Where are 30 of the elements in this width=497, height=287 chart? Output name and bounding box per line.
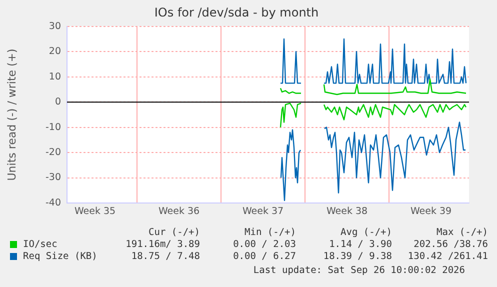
y-tick-label: 10: [48, 71, 61, 82]
text: Min (-/+): [244, 227, 296, 238]
text: 130.42 /261.41: [406, 251, 488, 262]
text: 202.56 /38.76: [412, 239, 488, 250]
text: 0.00 / 2.03: [232, 239, 296, 250]
y-tick-label: 30: [48, 20, 61, 32]
text: 0.00 / 6.27: [232, 251, 296, 262]
chart-title: IOs for /dev/sda - by month: [154, 5, 319, 20]
x-tick-label: Week 39: [410, 206, 452, 218]
y-tick-label: -30: [45, 172, 61, 184]
y-tick-label: 20: [48, 46, 61, 58]
text: 18.75 / 7.48: [130, 251, 200, 262]
text: Last update: Sat Sep 26 10:00:02 2026: [253, 265, 465, 276]
x-tick-label: Week 35: [74, 206, 116, 218]
text: 191.16m/ 3.89: [124, 239, 200, 250]
y-tick-label: 0: [54, 96, 61, 108]
legend-label: IO/sec: [22, 239, 58, 250]
x-tick-label: Week 38: [326, 206, 368, 218]
legend-label: Req Size (KB): [22, 251, 98, 262]
y-tick-label: -40: [45, 197, 61, 208]
text: 18.39 / 9.38: [322, 251, 392, 262]
text: Avg (-/+): [340, 227, 392, 238]
y-axis-title: Units read (-) / write (+): [5, 48, 18, 181]
text: 1.14 / 3.90: [328, 239, 392, 250]
y-tick-label: -20: [45, 147, 61, 158]
x-tick-label: Week 36: [158, 206, 200, 218]
x-tick-label: Week 37: [242, 206, 284, 218]
text: Max (-/+): [436, 227, 488, 238]
text: Cur (-/+): [148, 227, 200, 238]
y-tick-label: -10: [45, 122, 61, 133]
